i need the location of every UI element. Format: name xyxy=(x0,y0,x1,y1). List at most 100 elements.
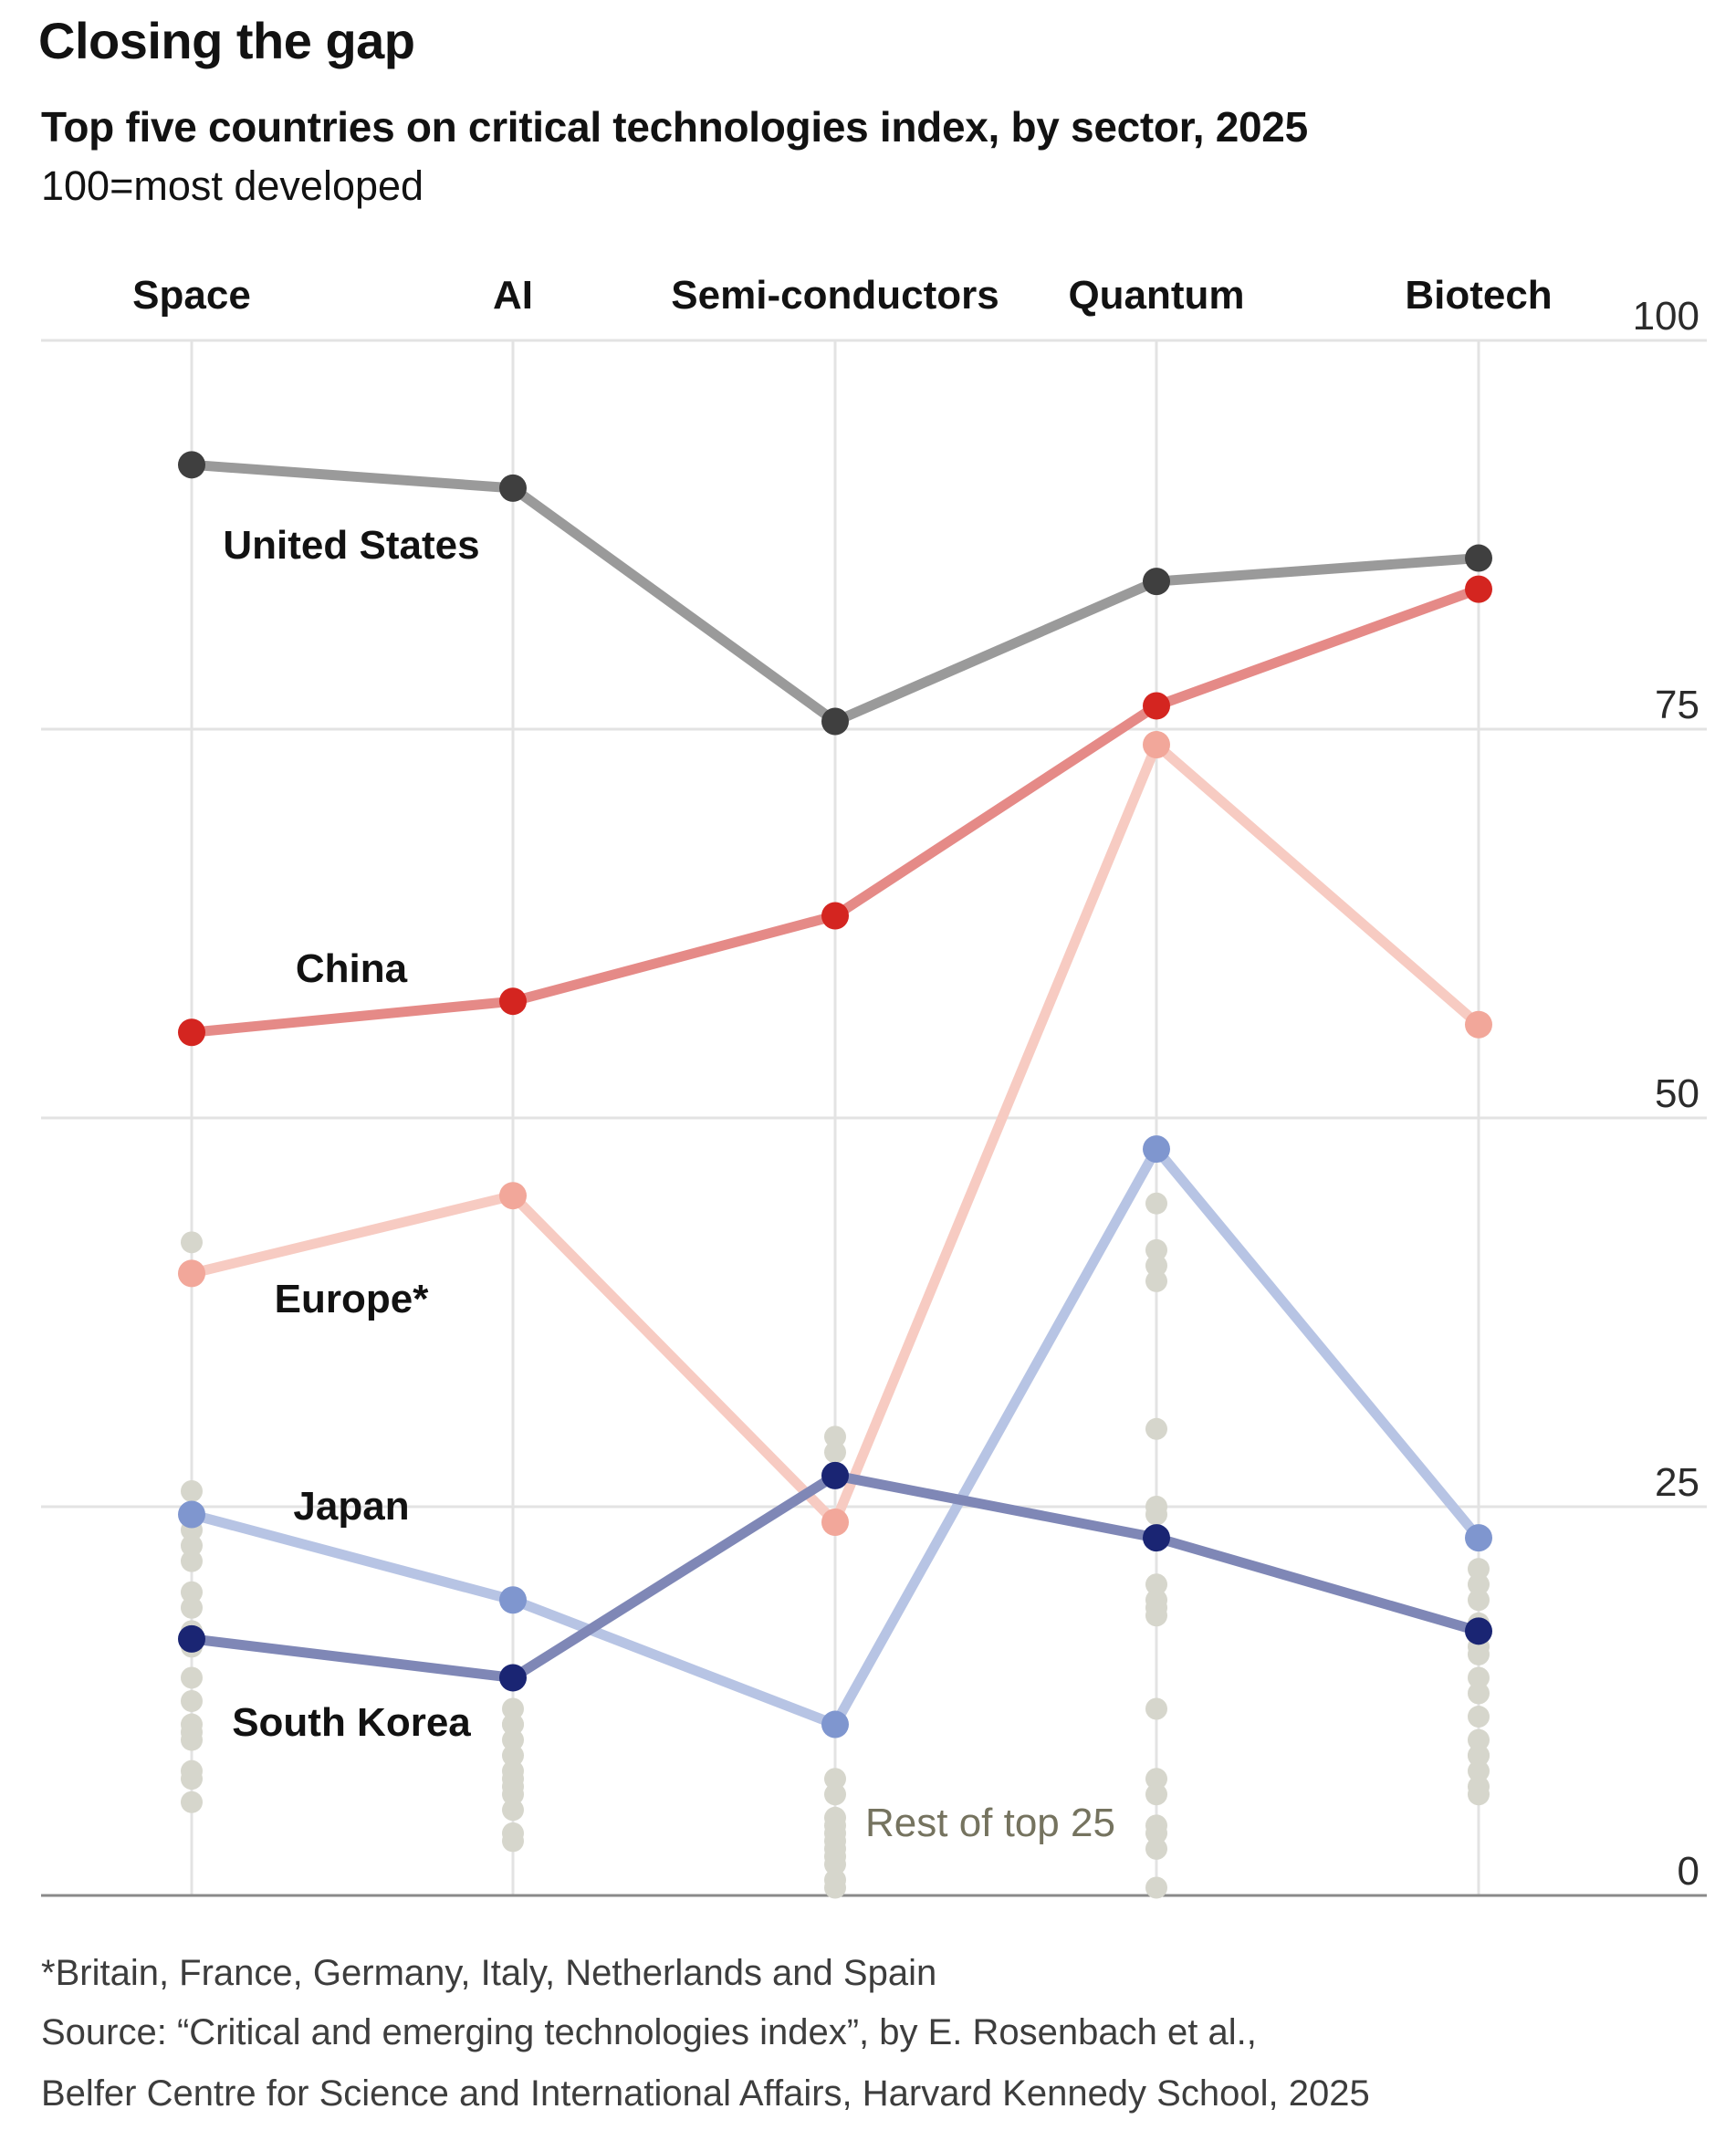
rest-point xyxy=(1145,1837,1167,1860)
rest-point xyxy=(1145,1573,1167,1596)
rest-point xyxy=(181,1666,203,1689)
point-south-korea-biotech xyxy=(1465,1617,1492,1645)
rest-point xyxy=(181,1768,203,1791)
rest-point xyxy=(502,1783,524,1806)
rest-point xyxy=(181,1534,203,1557)
series-labels: Rest of top 25 United States China Europe* J… xyxy=(223,523,1115,1845)
category-label-semi-conductors: Semi-conductors xyxy=(671,273,999,318)
point-south-korea-quantum xyxy=(1143,1524,1170,1552)
point-united-states-biotech xyxy=(1465,544,1492,572)
point-south-korea-space xyxy=(178,1624,205,1653)
point-japan-ai xyxy=(499,1586,527,1614)
point-europe-quantum xyxy=(1143,731,1170,759)
y-tick-label-100: 100 xyxy=(1633,294,1699,339)
chart-unit-note: 100=most developed xyxy=(41,162,424,209)
rest-point xyxy=(1468,1759,1490,1782)
y-tick-label-75: 75 xyxy=(1655,683,1699,727)
rest-point xyxy=(181,1479,203,1502)
rest-point xyxy=(1145,1417,1167,1440)
point-china-biotech xyxy=(1465,575,1492,603)
rest-point xyxy=(502,1799,524,1822)
point-south-korea-semi-conductors xyxy=(821,1461,849,1489)
point-japan-biotech xyxy=(1465,1524,1492,1552)
point-europe-semi-conductors xyxy=(821,1509,849,1537)
rest-point xyxy=(502,1697,524,1720)
series-label-united-states: United States xyxy=(223,523,479,568)
series-label-china: China xyxy=(296,946,408,991)
rest-point xyxy=(1468,1706,1490,1728)
rest-point xyxy=(1468,1558,1490,1581)
point-united-states-ai xyxy=(499,474,527,502)
point-united-states-semi-conductors xyxy=(821,707,849,736)
rest-point xyxy=(181,1231,203,1254)
point-japan-semi-conductors xyxy=(821,1710,849,1738)
series-label-europe: Europe* xyxy=(275,1277,430,1321)
rest-point xyxy=(1468,1728,1490,1751)
series-label-japan: Japan xyxy=(293,1484,409,1529)
point-china-space xyxy=(178,1018,205,1047)
category-labels: Space AI Semi-conductors Quantum Biotech xyxy=(132,273,1553,318)
rest-point xyxy=(824,1853,846,1875)
point-china-semi-conductors xyxy=(821,902,849,930)
y-tick-label-0: 0 xyxy=(1678,1849,1699,1894)
category-label-biotech: Biotech xyxy=(1405,273,1552,318)
series-label-south-korea: South Korea xyxy=(232,1700,471,1745)
y-tick-label-50: 50 xyxy=(1655,1071,1699,1116)
point-japan-space xyxy=(178,1500,205,1529)
rest-point xyxy=(1145,1697,1167,1720)
rest-point xyxy=(181,1791,203,1813)
rest-point xyxy=(1468,1666,1490,1689)
category-label-ai: AI xyxy=(493,273,533,318)
rest-point xyxy=(1145,1269,1167,1292)
series-points xyxy=(178,451,1492,1738)
rest-point xyxy=(1145,1254,1167,1277)
rest-point xyxy=(824,1783,846,1806)
rest-point xyxy=(824,1768,846,1791)
rest-point xyxy=(1468,1783,1490,1806)
rest-point xyxy=(1468,1589,1490,1612)
footnote-source-line2: Belfer Centre for Science and Internatio… xyxy=(41,2073,1370,2114)
rest-point xyxy=(181,1728,203,1751)
rest-point xyxy=(1468,1643,1490,1665)
chart-title: Closing the gap xyxy=(38,12,415,69)
rest-point xyxy=(502,1728,524,1751)
rest-point xyxy=(502,1713,524,1736)
rest-point xyxy=(1145,1503,1167,1526)
point-europe-space xyxy=(178,1259,205,1288)
point-europe-ai xyxy=(499,1182,527,1210)
rest-point xyxy=(1468,1682,1490,1705)
rest-point xyxy=(1145,1604,1167,1627)
rest-point xyxy=(824,1425,846,1448)
y-tick-label-25: 25 xyxy=(1655,1460,1699,1505)
rest-point xyxy=(824,1441,846,1464)
y-tick-labels: 0 25 50 75 100 xyxy=(1633,294,1699,1894)
rest-point xyxy=(502,1830,524,1853)
rest-point xyxy=(181,1596,203,1619)
point-japan-quantum xyxy=(1143,1135,1170,1164)
point-united-states-space xyxy=(178,451,205,479)
chart-subtitle: Top five countries on critical technolog… xyxy=(41,103,1308,151)
point-china-ai xyxy=(499,987,527,1016)
point-south-korea-ai xyxy=(499,1664,527,1692)
rest-point xyxy=(1145,1822,1167,1844)
point-europe-biotech xyxy=(1465,1010,1492,1039)
rest-point xyxy=(824,1876,846,1899)
line-chart: 0 25 50 75 100 Space AI Semi-conductors Quantum… xyxy=(41,273,1707,1899)
rest-point xyxy=(1145,1783,1167,1806)
rest-point xyxy=(1468,1573,1490,1596)
category-label-quantum: Quantum xyxy=(1068,273,1244,318)
point-united-states-quantum xyxy=(1143,568,1170,596)
point-china-quantum xyxy=(1143,692,1170,720)
rest-point xyxy=(1145,1192,1167,1215)
rest-of-top-25-label: Rest of top 25 xyxy=(865,1801,1115,1845)
rest-point xyxy=(1468,1744,1490,1767)
rest-point xyxy=(181,1690,203,1712)
category-label-space: Space xyxy=(132,273,251,318)
rest-point xyxy=(1145,1876,1167,1899)
footnote-europe: *Britain, France, Germany, Italy, Nether… xyxy=(41,1953,937,1993)
rest-point xyxy=(181,1550,203,1572)
rest-point xyxy=(1145,1238,1167,1261)
footnote-source-line1: Source: “Critical and emerging technolog… xyxy=(41,2012,1257,2052)
rest-point xyxy=(502,1744,524,1767)
rest-point xyxy=(1145,1768,1167,1791)
